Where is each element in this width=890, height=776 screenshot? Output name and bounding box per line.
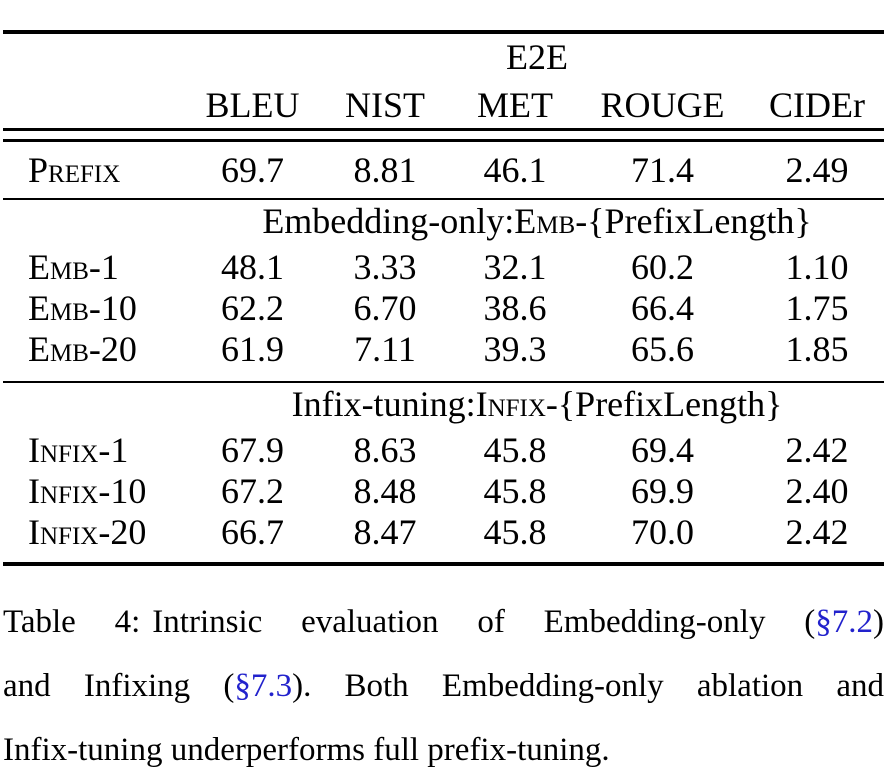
section-title: Embedding-only: Emb -{PrefixLength} <box>190 200 884 246</box>
row-label: Emb-20 <box>28 329 137 369</box>
metric-value: 3.33 <box>353 247 417 287</box>
table-row-emb-1: Emb-1 48.1 3.33 32.1 60.2 1.10 <box>3 246 884 287</box>
metric-value: 2.40 <box>785 471 849 511</box>
metric-value: 66.4 <box>631 288 694 328</box>
metric-value: 67.2 <box>221 471 284 511</box>
metric-value: 1.75 <box>785 288 849 328</box>
column-header-empty <box>3 80 190 128</box>
section-title-lead: Embedding-only: <box>262 201 515 241</box>
results-table: E2E BLEU NIST MET ROUGE CIDEr Prefix 69.… <box>3 30 884 566</box>
column-header-met: MET <box>477 85 553 125</box>
section-title-tail: -{PrefixLength} <box>545 384 783 424</box>
metric-value: 38.6 <box>483 288 547 328</box>
metric-value: 66.7 <box>221 512 284 552</box>
metric-value: 71.4 <box>631 150 694 190</box>
metric-value: 69.9 <box>631 471 694 511</box>
metric-value: 1.10 <box>785 247 849 287</box>
section-divider-rule <box>3 198 884 200</box>
row-label: Emb-10 <box>28 288 137 328</box>
header-double-rule <box>3 128 884 142</box>
column-header-cider: CIDEr <box>769 85 865 125</box>
column-header-nist: NIST <box>345 85 425 125</box>
caption-line-1: Table 4: Intrinsic evaluation of Embeddin… <box>3 590 884 654</box>
table-row-prefix: Prefix 69.7 8.81 46.1 71.4 2.49 <box>3 142 884 198</box>
row-label: Infix-10 <box>28 471 147 511</box>
metric-value: 61.9 <box>221 329 284 369</box>
table-caption: Table 4: Intrinsic evaluation of Embeddin… <box>3 590 884 776</box>
section-title-smallcaps: Infix <box>475 384 546 424</box>
table-bottom-rule <box>3 562 884 566</box>
section-header-infix: Infix-tuning: Infix -{PrefixLength} <box>3 383 884 429</box>
metric-value: 48.1 <box>221 247 284 287</box>
metric-value: 70.0 <box>631 512 694 552</box>
row-label: Infix-1 <box>28 430 129 470</box>
metric-value: 46.1 <box>483 150 547 190</box>
table-row-emb-20: Emb-20 61.9 7.11 39.3 65.6 1.85 <box>3 328 884 369</box>
table-top-rule <box>3 30 884 34</box>
metric-value: 60.2 <box>631 247 694 287</box>
metric-value: 8.63 <box>353 430 417 470</box>
caption-text: ). Both Embedding-only ablation and <box>292 668 884 704</box>
metric-value: 8.48 <box>353 471 417 511</box>
metric-value: 32.1 <box>483 247 547 287</box>
metric-value: 8.47 <box>353 512 417 552</box>
column-header-rouge: ROUGE <box>600 85 725 125</box>
section-title-tail: -{PrefixLength} <box>575 201 812 241</box>
metric-value: 7.11 <box>354 329 416 369</box>
metric-value: 2.42 <box>785 430 849 470</box>
metric-value: 39.3 <box>483 329 547 369</box>
metric-value: 45.8 <box>483 430 547 470</box>
metric-value: 2.49 <box>785 150 849 190</box>
row-label: Emb-1 <box>28 247 119 287</box>
metric-value: 45.8 <box>483 512 547 552</box>
metric-value: 69.7 <box>221 150 284 190</box>
caption-text: Infix-tuning underperforms full prefix-t… <box>3 732 610 768</box>
metric-value: 6.70 <box>353 288 417 328</box>
section-link-7-3[interactable]: §7.3 <box>234 668 293 704</box>
metric-value: 8.81 <box>353 150 417 190</box>
section-header-embedding: Embedding-only: Emb -{PrefixLength} <box>3 200 884 246</box>
table-row-emb-10: Emb-10 62.2 6.70 38.6 66.4 1.75 <box>3 287 884 328</box>
section-title: Infix-tuning: Infix -{PrefixLength} <box>190 383 884 429</box>
caption-line-3: Infix-tuning underperforms full prefix-t… <box>3 718 884 776</box>
dataset-header-row: E2E <box>3 34 884 80</box>
section-title-smallcaps: Emb <box>514 201 576 241</box>
metric-value: 2.42 <box>785 512 849 552</box>
column-header-row: BLEU NIST MET ROUGE CIDEr <box>3 80 884 128</box>
metric-value: 45.8 <box>483 471 547 511</box>
section-divider-rule <box>3 381 884 383</box>
caption-text: ) <box>873 604 884 640</box>
caption-line-2: and Infixing (§7.3). Both Embedding-only… <box>3 654 884 718</box>
table-row-infix-20: Infix-20 66.7 8.47 45.8 70.0 2.42 <box>3 511 884 552</box>
table-row-infix-1: Infix-1 67.9 8.63 45.8 69.4 2.42 <box>3 429 884 470</box>
metric-value: 65.6 <box>631 329 694 369</box>
caption-table-label: Table 4: <box>3 604 141 640</box>
metric-value: 67.9 <box>221 430 284 470</box>
metric-value: 69.4 <box>631 430 694 470</box>
row-label: Prefix <box>28 150 121 190</box>
dataset-header: E2E <box>506 37 568 77</box>
column-header-bleu: BLEU <box>205 85 300 125</box>
row-label: Infix-20 <box>28 512 147 552</box>
metric-value: 1.85 <box>785 329 849 369</box>
metric-value: 62.2 <box>221 288 284 328</box>
table-row-infix-10: Infix-10 67.2 8.48 45.8 69.9 2.40 <box>3 470 884 511</box>
caption-text: and Infixing ( <box>3 668 235 704</box>
section-title-lead: Infix-tuning: <box>291 384 476 424</box>
section-link-7-2[interactable]: §7.2 <box>815 604 873 640</box>
caption-text: Intrinsic evaluation of Embedding-only ( <box>152 604 816 640</box>
